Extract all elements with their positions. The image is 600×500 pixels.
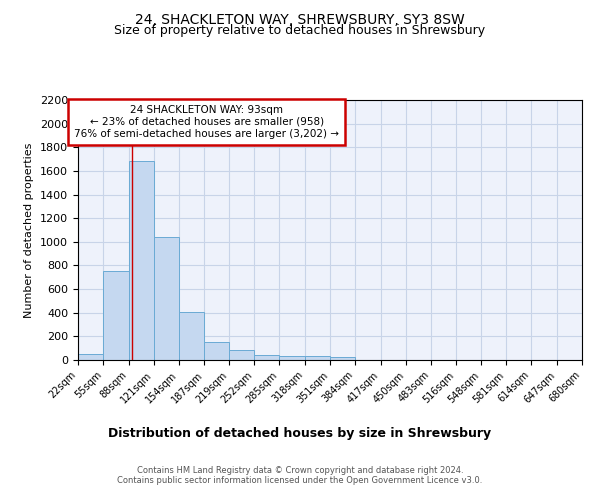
Text: Size of property relative to detached houses in Shrewsbury: Size of property relative to detached ho… [115, 24, 485, 37]
Bar [128, 162, 154, 360]
Bar [305, 356, 330, 360]
Text: Distribution of detached houses by size in Shrewsbury: Distribution of detached houses by size … [109, 428, 491, 440]
Bar [205, 342, 229, 360]
Bar [179, 312, 205, 360]
Y-axis label: Number of detached properties: Number of detached properties [25, 142, 34, 318]
Bar [103, 272, 128, 360]
Bar [229, 350, 254, 360]
Bar [330, 357, 355, 360]
Text: Contains HM Land Registry data © Crown copyright and database right 2024.
Contai: Contains HM Land Registry data © Crown c… [118, 466, 482, 485]
Bar [254, 354, 280, 360]
Bar [154, 237, 179, 360]
Bar [78, 354, 103, 360]
Text: 24, SHACKLETON WAY, SHREWSBURY, SY3 8SW: 24, SHACKLETON WAY, SHREWSBURY, SY3 8SW [135, 12, 465, 26]
Bar [280, 356, 305, 360]
Text: 24 SHACKLETON WAY: 93sqm
← 23% of detached houses are smaller (958)
76% of semi-: 24 SHACKLETON WAY: 93sqm ← 23% of detach… [74, 106, 339, 138]
